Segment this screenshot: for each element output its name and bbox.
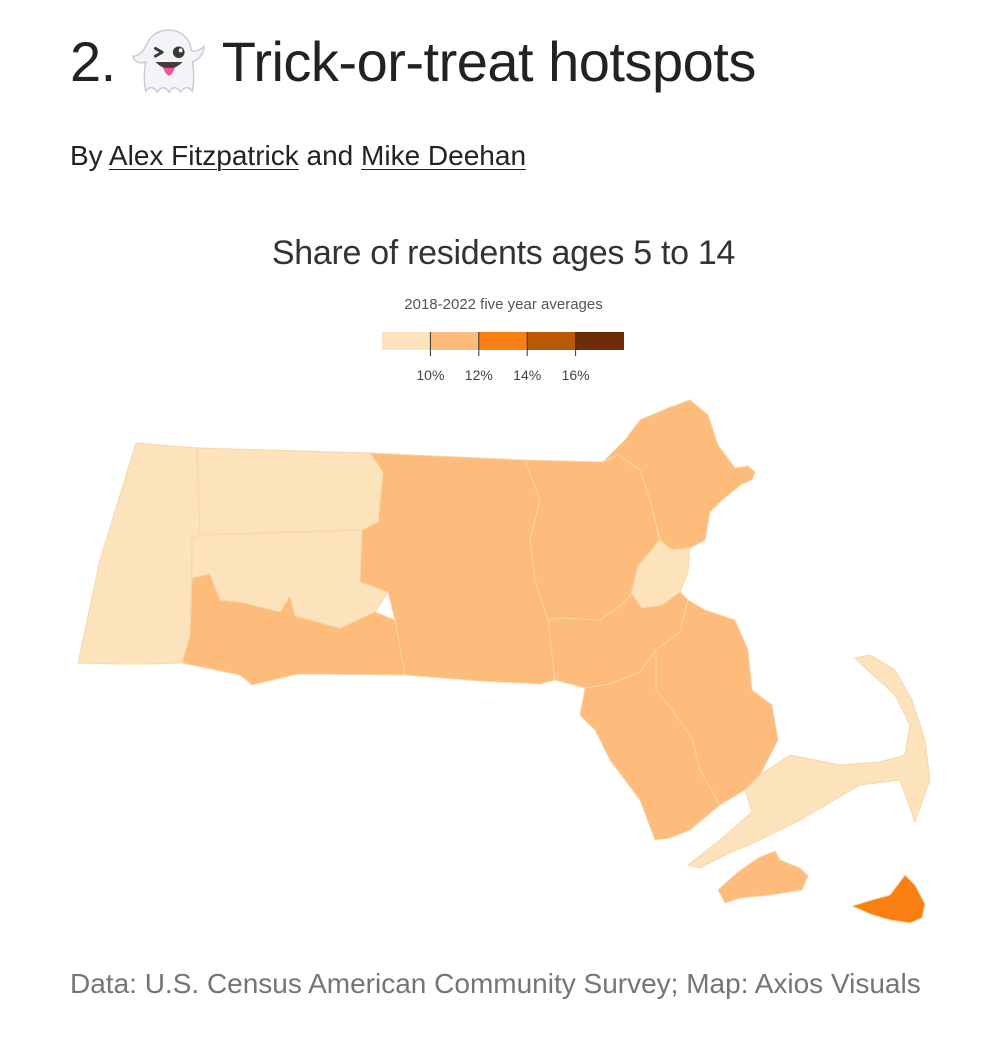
county-berkshire[interactable] [77, 442, 201, 665]
map-subtitle: 2018-2022 five year averages [404, 296, 603, 313]
author-link-1[interactable]: Alex Fitzpatrick [108, 140, 299, 171]
map-title: Share of residents ages 5 to 14 [271, 234, 736, 272]
color-legend: 10% 12% 14% 16% [382, 332, 624, 383]
massachusetts-county-map [77, 399, 931, 924]
county-dukes[interactable] [717, 850, 809, 904]
byline-prefix: By [70, 140, 103, 171]
headline-number: 2. [70, 30, 116, 93]
legend-swatch-5 [575, 332, 624, 350]
headline-title: Trick-or-treat hotspots [221, 30, 757, 93]
author-link-2[interactable]: Mike Deehan [361, 140, 527, 171]
county-franklin[interactable] [196, 447, 384, 536]
legend-tick-label-4: 16% [562, 367, 590, 383]
legend-tick-label-3: 14% [513, 367, 541, 383]
legend-tick-label-1: 10% [416, 367, 444, 383]
county-barnstable[interactable] [687, 654, 931, 869]
source-note: Data: U.S. Census American Community Sur… [70, 968, 921, 999]
legend-swatch-1 [382, 332, 431, 350]
legend-swatch-3 [478, 332, 528, 350]
ghost-icon [131, 29, 205, 94]
county-nantucket[interactable] [851, 874, 926, 924]
legend-tick-label-2: 12% [465, 367, 493, 383]
county-essex[interactable] [602, 399, 756, 551]
county-hampden[interactable] [181, 573, 406, 686]
legend-swatch-4 [527, 332, 576, 350]
headline: 2. Trick-or-treat hotspots [70, 22, 756, 102]
county-bristol[interactable] [579, 649, 721, 841]
byline: By Alex Fitzpatrick and Mike Deehan [70, 134, 526, 178]
byline-joiner: and [306, 140, 354, 171]
legend-swatch-2 [430, 332, 479, 350]
